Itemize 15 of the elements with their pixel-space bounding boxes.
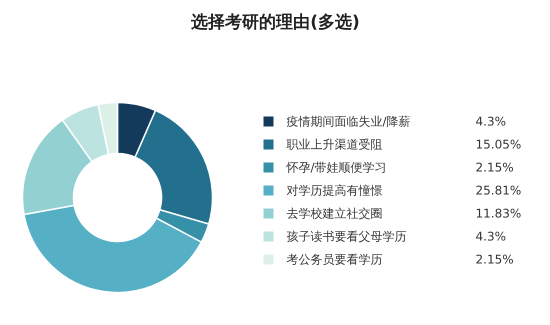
chart-title: 选择考研的理由(多选) bbox=[190, 12, 360, 32]
legend-label: 疫情期间面临失业/降薪 bbox=[286, 114, 411, 128]
legend-label: 职业上升渠道受阻 bbox=[286, 138, 382, 152]
legend-label: 去学校建立社交圈 bbox=[286, 206, 382, 220]
legend-label: 对学历提高有憧憬 bbox=[286, 184, 382, 198]
data-label: 15.05% bbox=[476, 138, 522, 152]
data-label: 4.3% bbox=[476, 230, 506, 244]
legend-label: 孩子读书要看父母学历 bbox=[286, 230, 406, 244]
data-label: 2.15% bbox=[476, 252, 514, 266]
data-label: 25.81% bbox=[476, 184, 522, 198]
data-label: 2.15% bbox=[476, 160, 514, 174]
data-label: 11.83% bbox=[476, 206, 522, 220]
legend-label: 怀孕/带娃顺便学习 bbox=[286, 160, 387, 174]
legend-label: 考公务员要看学历 bbox=[286, 252, 382, 266]
data-label: 4.3% bbox=[476, 114, 506, 128]
